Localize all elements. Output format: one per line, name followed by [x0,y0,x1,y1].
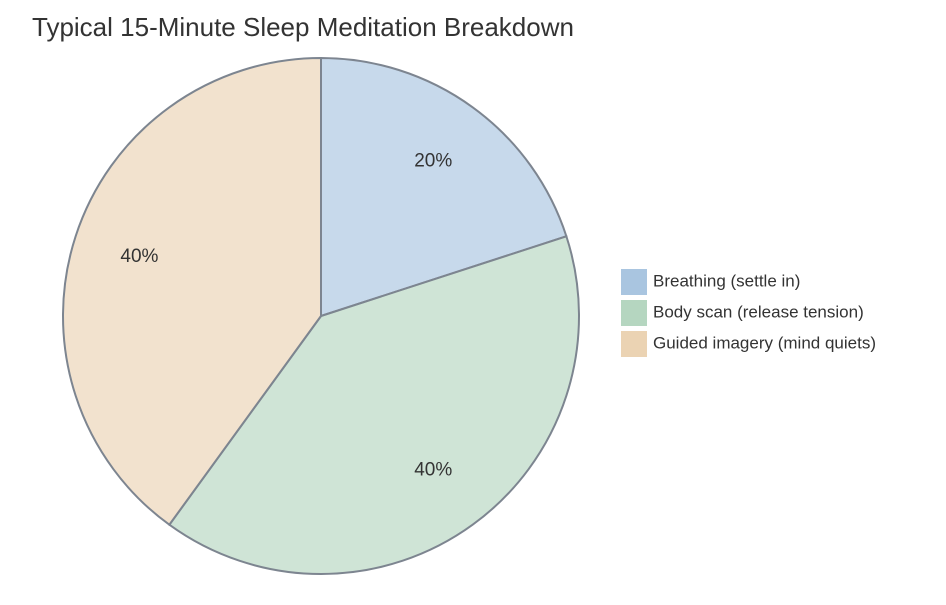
pie-slice [62,56,322,527]
pie-slice [167,235,580,575]
data-label: 40% [120,246,158,267]
pie-slice [320,56,568,318]
legend-swatch [621,331,647,357]
legend-swatch [621,300,647,326]
chart-title: Typical 15-Minute Sleep Meditation Break… [32,12,574,42]
data-label: 20% [414,151,452,172]
legend-label: Body scan (release tension) [653,302,864,321]
legend-swatch [621,269,647,295]
legend-label: Breathing (settle in) [653,271,800,290]
legend-label: Guided imagery (mind quiets) [653,333,876,352]
data-label: 40% [414,459,452,480]
